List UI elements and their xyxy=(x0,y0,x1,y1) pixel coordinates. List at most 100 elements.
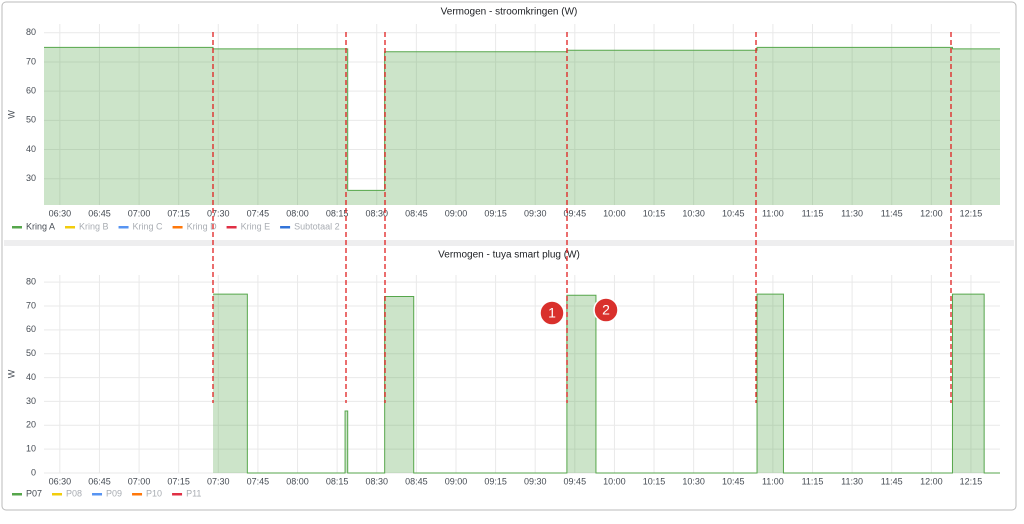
y-tick-label: 70 xyxy=(26,300,36,310)
frame xyxy=(1,1,1017,511)
x-tick-label: 06:45 xyxy=(88,476,111,486)
panel-gap xyxy=(4,240,1014,246)
x-tick-label: 06:30 xyxy=(49,476,72,486)
x-tick-label: 10:00 xyxy=(603,208,626,218)
legend-swatch xyxy=(92,493,103,496)
legend-label: Kring D xyxy=(187,221,218,231)
line xyxy=(44,46,1000,191)
legend-swatch xyxy=(12,493,22,496)
legend-label: P09 xyxy=(106,488,122,498)
legend-swatch xyxy=(118,226,129,229)
marker xyxy=(539,300,565,326)
area xyxy=(44,47,1000,205)
x-tick-label: 11:00 xyxy=(762,476,784,486)
x-tick-label: 11:45 xyxy=(881,208,903,218)
y-tick-label: 30 xyxy=(26,173,36,183)
x-tick-label: 08:30 xyxy=(365,208,388,218)
x-tick-label: 08:00 xyxy=(286,476,309,486)
legend-label: P11 xyxy=(186,488,201,498)
x-tick-label: 09:30 xyxy=(524,208,547,218)
x-tick-label: 09:30 xyxy=(524,476,547,486)
legend-label: P10 xyxy=(146,488,162,498)
x-tick-label: 07:30 xyxy=(207,476,230,486)
x-tick-label: 12:00 xyxy=(920,476,943,486)
y-tick-label: 60 xyxy=(26,324,36,334)
legend-label: Kring C xyxy=(133,221,164,231)
y-tick-label: 40 xyxy=(26,144,36,154)
x-tick-label: 11:45 xyxy=(881,476,903,486)
marker-label: 1 xyxy=(548,305,556,321)
y-tick-label: 50 xyxy=(26,115,36,125)
x-tick-label: 12:15 xyxy=(960,476,983,486)
y-tick-label: 60 xyxy=(26,86,36,96)
chart-title: Vermogen - stroomkringen (W) xyxy=(441,7,578,18)
x-tick-label: 06:30 xyxy=(49,208,72,218)
x-tick-label: 10:45 xyxy=(722,208,745,218)
x-tick-label: 07:00 xyxy=(128,208,151,218)
y-tick-label: 80 xyxy=(26,27,36,37)
x-tick-label: 08:45 xyxy=(405,208,428,218)
x-tick-label: 08:15 xyxy=(326,208,349,218)
y-tick-label: 30 xyxy=(26,396,36,406)
x-tick-label: 12:15 xyxy=(960,208,983,218)
x-tick-label: 07:45 xyxy=(247,476,270,486)
x-tick-label: 07:00 xyxy=(128,476,151,486)
x-tick-label: 10:30 xyxy=(682,208,705,218)
x-tick-label: 11:00 xyxy=(762,208,784,218)
annotation-lines xyxy=(212,32,952,403)
x-tick-label: 09:45 xyxy=(564,208,587,218)
x-tick-label: 10:15 xyxy=(643,208,666,218)
y-tick-label: 10 xyxy=(26,444,36,454)
x-tick-label: 08:00 xyxy=(286,208,309,218)
legend-swatch xyxy=(12,226,22,229)
legend-label: Kring E xyxy=(241,221,271,231)
x-tick-label: 08:45 xyxy=(405,476,428,486)
x-tick-label: 09:15 xyxy=(484,476,507,486)
x-tick-label: 10:30 xyxy=(682,476,705,486)
x-tick-label: 09:00 xyxy=(445,476,468,486)
x-tick-label: 11:30 xyxy=(841,208,863,218)
y-axis-label: W xyxy=(6,369,16,378)
legend-label: P08 xyxy=(66,488,82,498)
x-tick-label: 09:15 xyxy=(484,208,507,218)
chart-title: Vermogen - tuya smart plug (W) xyxy=(438,250,580,261)
legend-label: Kring B xyxy=(79,221,109,231)
y-tick-label: 50 xyxy=(26,348,36,358)
legend-label: Kring A xyxy=(26,221,55,231)
y-tick-label: 40 xyxy=(26,372,36,382)
legend-swatch xyxy=(132,493,143,496)
y-tick-label: 0 xyxy=(31,467,36,477)
legend-swatch xyxy=(226,226,237,229)
x-tick-label: 10:00 xyxy=(603,476,626,486)
y-axis-label: W xyxy=(6,110,16,119)
marker xyxy=(593,297,619,323)
x-tick-label: 09:45 xyxy=(564,476,587,486)
legend-swatch xyxy=(52,493,63,496)
x-tick-label: 12:00 xyxy=(920,208,943,218)
marker-label: 2 xyxy=(602,302,610,318)
x-tick-label: 07:45 xyxy=(247,208,270,218)
legend-swatch xyxy=(280,226,291,229)
x-tick-label: 07:15 xyxy=(167,208,190,218)
x-tick-label: 11:30 xyxy=(841,476,863,486)
x-tick-label: 06:45 xyxy=(88,208,111,218)
x-tick-label: 07:30 xyxy=(207,208,230,218)
legend-swatch xyxy=(172,493,183,496)
x-tick-label: 09:00 xyxy=(445,208,468,218)
x-tick-label: 08:15 xyxy=(326,476,349,486)
x-tick-label: 10:15 xyxy=(643,476,666,486)
x-tick-label: 08:30 xyxy=(365,476,388,486)
legend-label: Subtotaal 2 xyxy=(294,221,340,231)
y-tick-label: 20 xyxy=(26,420,36,430)
x-tick-label: 10:45 xyxy=(722,476,745,486)
x-tick-label: 11:15 xyxy=(802,476,824,486)
legend-swatch xyxy=(172,226,183,229)
legend-swatch xyxy=(65,226,76,229)
y-tick-label: 80 xyxy=(26,277,36,287)
y-tick-label: 70 xyxy=(26,56,36,66)
legend-label: P07 xyxy=(26,488,42,498)
area xyxy=(213,294,1000,473)
x-tick-label: 07:15 xyxy=(167,476,190,486)
